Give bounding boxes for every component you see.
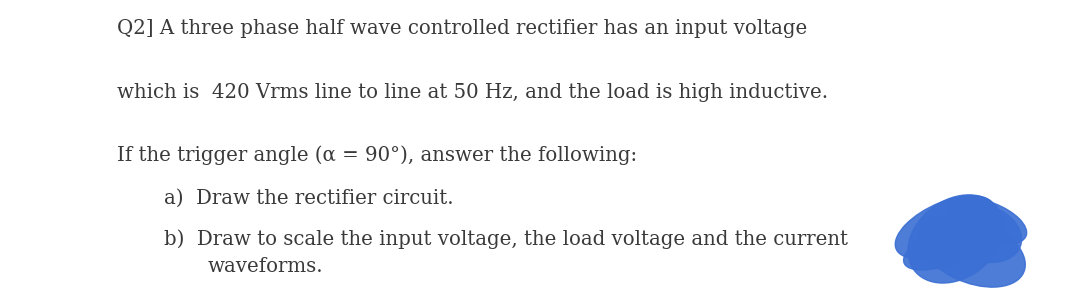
Ellipse shape xyxy=(919,214,1025,287)
Text: waveforms.: waveforms. xyxy=(207,257,323,276)
Ellipse shape xyxy=(904,220,997,270)
Ellipse shape xyxy=(949,198,1027,244)
Ellipse shape xyxy=(944,204,1022,263)
Text: which is  420 Vrms line to line at 50 Hz, and the load is high inductive.: which is 420 Vrms line to line at 50 Hz,… xyxy=(117,83,827,102)
Ellipse shape xyxy=(895,196,995,259)
Text: If the trigger angle (α = 90°), answer the following:: If the trigger angle (α = 90°), answer t… xyxy=(117,145,637,165)
Text: b)  Draw to scale the input voltage, the load voltage and the current: b) Draw to scale the input voltage, the … xyxy=(164,230,848,249)
Text: a)  Draw the rectifier circuit.: a) Draw the rectifier circuit. xyxy=(164,189,454,208)
Ellipse shape xyxy=(908,195,1003,283)
Text: Q2] A three phase half wave controlled rectifier has an input voltage: Q2] A three phase half wave controlled r… xyxy=(117,19,807,38)
